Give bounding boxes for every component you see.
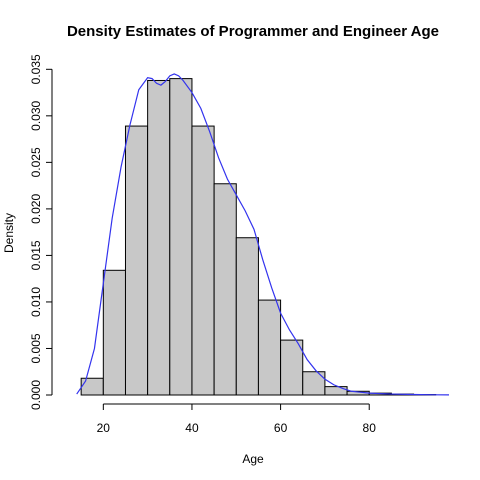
density-curve [76, 73, 450, 396]
y-tick-label: 0.035 [29, 54, 43, 84]
x-tick-label: 80 [363, 421, 377, 435]
x-axis-label: Age [242, 452, 264, 466]
histogram-bar [324, 386, 348, 396]
histogram-bar [191, 125, 215, 396]
x-tick-label: 20 [97, 421, 111, 435]
x-tick-label: 40 [185, 421, 199, 435]
y-tick-label: 0.025 [29, 147, 43, 177]
y-tick-label: 0.030 [29, 100, 43, 130]
y-axis-label: Density [2, 213, 16, 253]
y-tick-label: 0.015 [29, 240, 43, 270]
histogram-bar [169, 78, 193, 396]
histogram-bar [213, 183, 237, 396]
y-tick-label: 0.020 [29, 194, 43, 224]
histogram-bar [102, 269, 126, 396]
histogram-bar [147, 79, 171, 396]
histogram-bar [80, 377, 104, 396]
histogram-bar [257, 299, 282, 396]
histogram-bars [80, 78, 437, 396]
histogram-bar [280, 339, 304, 396]
histogram-bar [302, 371, 326, 396]
y-tick-label: 0.010 [29, 287, 43, 317]
y-tick-label: 0.000 [29, 380, 43, 410]
y-tick-label: 0.005 [29, 333, 43, 363]
y-axis: 0.000 0.005 0.010 0.015 0.020 0.025 0.030 0.035 [29, 54, 53, 410]
x-tick-label: 60 [274, 421, 288, 435]
histogram-bar [235, 237, 259, 396]
density-curve-layer [76, 73, 450, 396]
x-axis: 20 40 60 80 [97, 403, 377, 435]
histogram-bar [124, 125, 149, 396]
chart-title: Density Estimates of Programmer and Engi… [67, 23, 439, 40]
